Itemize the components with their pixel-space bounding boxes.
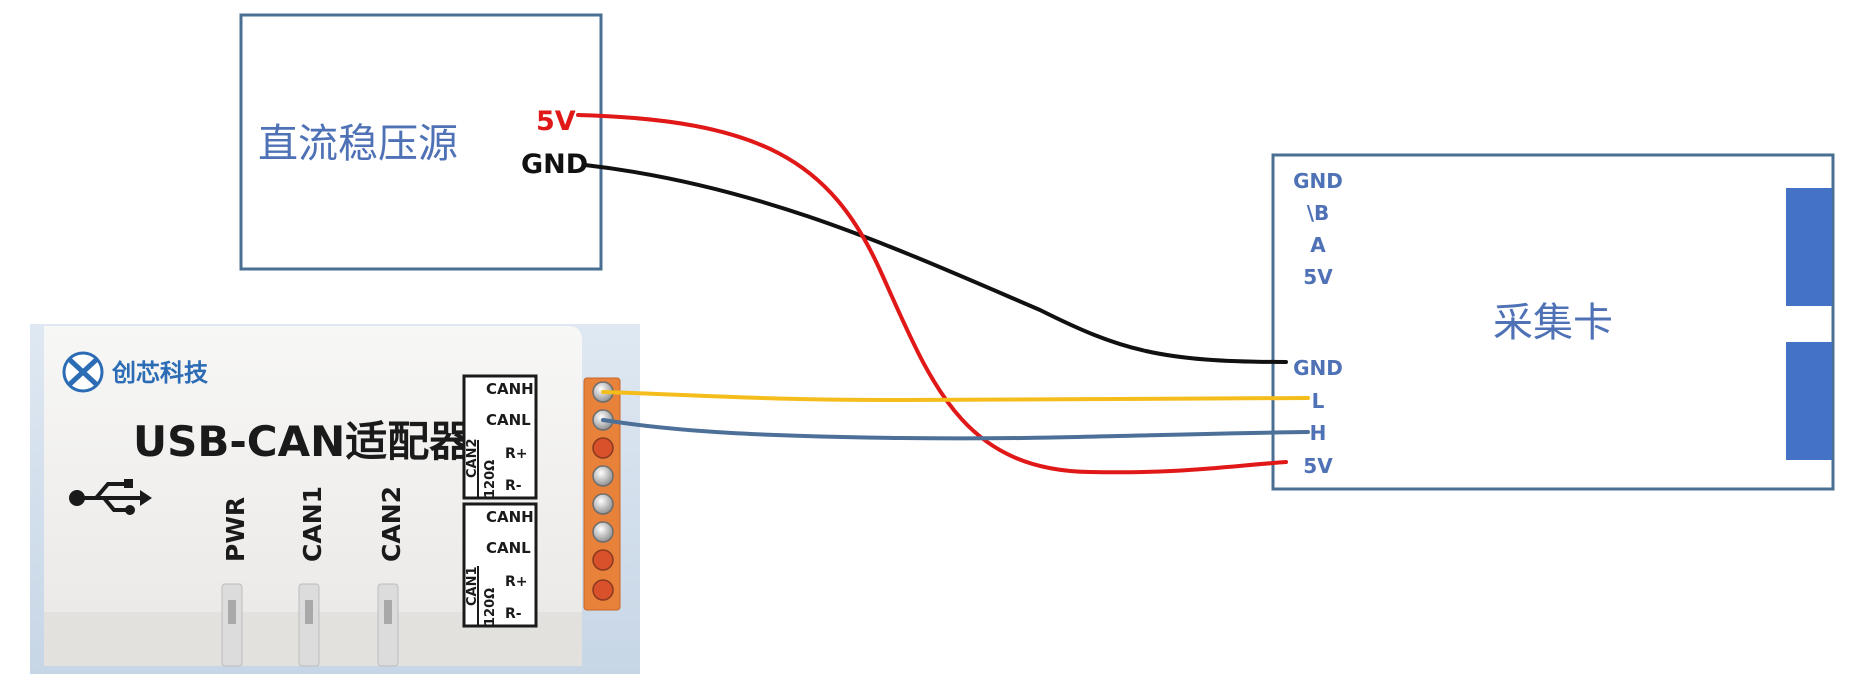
led-window-can1 — [298, 583, 320, 667]
adapter-body — [44, 326, 582, 612]
card-bottom-pin: 5V — [1303, 454, 1333, 478]
can2-resistor-label: 120Ω — [483, 460, 498, 498]
card-box — [1271, 153, 1835, 491]
card-title: 采集卡 — [1493, 300, 1613, 346]
led-label-can2: CAN2 — [377, 486, 406, 562]
power-supply-title: 直流稳压源 — [258, 121, 458, 167]
terminal-block-can1: CANH CANL CAN1 120Ω R+ R- — [462, 502, 538, 628]
screw-rplus-2 — [592, 437, 614, 459]
can2-canh-label: CANH — [486, 380, 534, 398]
can2-block-label: CAN2 — [465, 438, 480, 478]
terminal-block-can2: CANH CANL CAN2 120Ω R+ R- — [462, 374, 538, 500]
card-bottom-pin: GND — [1293, 356, 1343, 380]
wire-can-l — [601, 390, 1310, 403]
adapter-title: USB-CAN适配器 — [133, 417, 472, 466]
power-supply-box — [239, 13, 603, 271]
led-can2 — [384, 600, 392, 624]
screw-rminus-1 — [592, 579, 614, 601]
usb-icon — [69, 479, 152, 515]
card-connector-top — [1786, 188, 1832, 306]
card-top-pin: 5V — [1303, 265, 1333, 289]
can2-rplus-label: R+ — [505, 446, 528, 462]
led-label-can1: CAN1 — [298, 486, 327, 562]
card-bottom-pin: L — [1312, 389, 1325, 413]
power-supply: 直流稳压源 5V GND — [239, 13, 603, 271]
led-label-pwr: PWR — [221, 497, 250, 562]
card-top-pin: A — [1310, 233, 1326, 257]
acquisition-card: 采集卡 GND \B A 5V GND L H 5V — [1271, 153, 1835, 491]
wires — [576, 113, 1310, 475]
wire-gnd — [583, 163, 1288, 364]
screw-rplus-1 — [592, 549, 614, 571]
can1-canl-label: CANL — [486, 539, 531, 557]
led-can1 — [305, 600, 313, 624]
can1-block-label: CAN1 — [465, 566, 480, 606]
brand-logo: 创芯科技 — [62, 351, 209, 393]
can1-resistor-label: 120Ω — [483, 588, 498, 626]
terminal-5v-label: 5V — [536, 106, 576, 137]
card-bottom-pin: H — [1310, 421, 1327, 445]
can1-rminus-label: R- — [505, 606, 522, 622]
led-pwr — [228, 600, 236, 624]
card-connector-bottom — [1786, 342, 1832, 460]
terminal-gnd-label: GND — [521, 149, 588, 180]
card-top-pin: GND — [1293, 169, 1343, 193]
can2-rminus-label: R- — [505, 478, 522, 494]
can1-canh-label: CANH — [486, 508, 534, 526]
usb-can-adapter: 创芯科技 USB-CAN适配器 PWR CAN1 CAN2 — [30, 324, 640, 674]
screw-canl-1 — [592, 521, 614, 543]
can1-rplus-label: R+ — [505, 574, 528, 590]
brand-name: 创芯科技 — [111, 359, 209, 387]
card-top-pin: \B — [1307, 201, 1330, 225]
screw-rminus-2 — [592, 465, 614, 487]
wire-5v — [576, 113, 1288, 475]
led-window-pwr — [221, 583, 243, 667]
can2-canl-label: CANL — [486, 411, 531, 429]
led-window-can2 — [377, 583, 399, 667]
wire-can-h — [601, 418, 1310, 441]
screw-canh-1 — [592, 493, 614, 515]
